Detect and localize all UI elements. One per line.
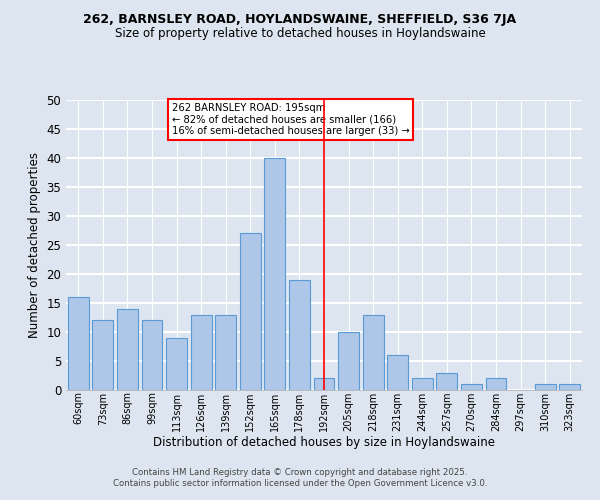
Bar <box>362 314 383 390</box>
Bar <box>166 338 187 390</box>
Text: 262 BARNSLEY ROAD: 195sqm
← 82% of detached houses are smaller (166)
16% of semi: 262 BARNSLEY ROAD: 195sqm ← 82% of detac… <box>172 103 409 136</box>
Bar <box>117 309 138 390</box>
Bar <box>191 314 212 390</box>
X-axis label: Distribution of detached houses by size in Hoylandswaine: Distribution of detached houses by size … <box>153 436 495 450</box>
Bar <box>535 384 556 390</box>
Bar <box>338 332 359 390</box>
Bar <box>412 378 433 390</box>
Bar <box>387 355 408 390</box>
Bar <box>314 378 334 390</box>
Bar <box>142 320 163 390</box>
Bar <box>485 378 506 390</box>
Bar <box>68 297 89 390</box>
Text: Size of property relative to detached houses in Hoylandswaine: Size of property relative to detached ho… <box>115 28 485 40</box>
Bar <box>436 372 457 390</box>
Bar <box>461 384 482 390</box>
Bar <box>92 320 113 390</box>
Text: Contains HM Land Registry data © Crown copyright and database right 2025.
Contai: Contains HM Land Registry data © Crown c… <box>113 468 487 487</box>
Bar <box>289 280 310 390</box>
Bar <box>559 384 580 390</box>
Text: 262, BARNSLEY ROAD, HOYLANDSWAINE, SHEFFIELD, S36 7JA: 262, BARNSLEY ROAD, HOYLANDSWAINE, SHEFF… <box>83 12 517 26</box>
Y-axis label: Number of detached properties: Number of detached properties <box>28 152 41 338</box>
Bar <box>265 158 286 390</box>
Bar <box>215 314 236 390</box>
Bar <box>240 234 261 390</box>
